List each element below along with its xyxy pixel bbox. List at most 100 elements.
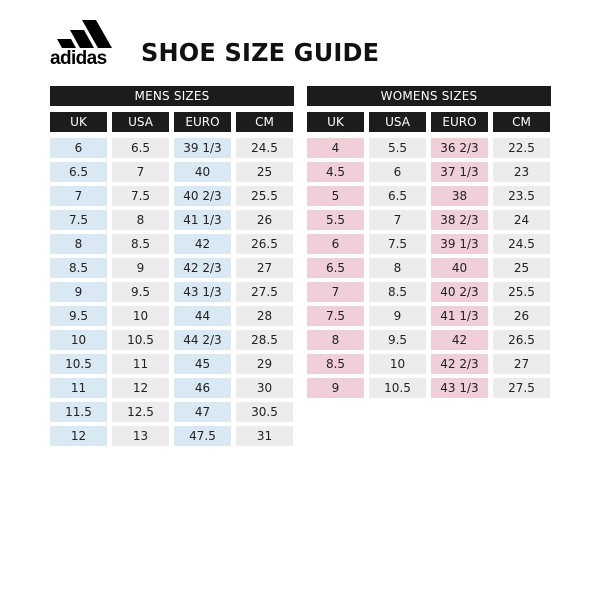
mens-size-cell-euro: 47.5 (174, 426, 231, 446)
womens-size-cell-euro: 41 1/3 (431, 306, 488, 326)
mens-size-cell-cm: 28 (236, 306, 293, 326)
womens-size-cell-usa: 6 (369, 162, 426, 182)
mens-size-cell-uk: 11 (50, 378, 107, 398)
mens-size-cell-uk: 11.5 (50, 402, 107, 422)
mens-size-cell-cm: 27 (236, 258, 293, 278)
mens-size-cell-uk: 9.5 (50, 306, 107, 326)
mens-column-header-cm: CM (236, 112, 293, 132)
mens-size-cell-usa: 8 (112, 210, 169, 230)
womens-size-cell-cm: 23 (493, 162, 550, 182)
mens-size-cell-cm: 26.5 (236, 234, 293, 254)
mens-size-cell-cm: 25.5 (236, 186, 293, 206)
womens-size-cell-cm: 25.5 (493, 282, 550, 302)
mens-size-cell-usa: 7.5 (112, 186, 169, 206)
womens-size-cell-euro: 37 1/3 (431, 162, 488, 182)
mens-size-cell-euro: 39 1/3 (174, 138, 231, 158)
mens-size-cell-euro: 46 (174, 378, 231, 398)
mens-size-cell-uk: 10 (50, 330, 107, 350)
mens-table-title: MENS SIZES (50, 86, 294, 106)
womens-size-cell-cm: 24.5 (493, 234, 550, 254)
womens-size-cell-uk: 6 (307, 234, 364, 254)
womens-column-header-usa: USA (369, 112, 426, 132)
womens-size-cell-uk: 5.5 (307, 210, 364, 230)
womens-size-table: WOMENS SIZES UK USA EURO CM 4 5.5 36 2/3 22.5 4.… (307, 86, 551, 398)
mens-size-cell-cm: 24.5 (236, 138, 293, 158)
mens-size-cell-uk: 8 (50, 234, 107, 254)
mens-size-cell-uk: 9 (50, 282, 107, 302)
mens-size-cell-usa: 12.5 (112, 402, 169, 422)
mens-size-cell-cm: 29 (236, 354, 293, 374)
mens-size-cell-usa: 6.5 (112, 138, 169, 158)
womens-size-cell-uk: 4 (307, 138, 364, 158)
mens-size-cell-uk: 7 (50, 186, 107, 206)
mens-size-grid: UK USA EURO CM 6 6.5 39 1/3 24.5 6.5 7 40 25 7 7.5 40 … (50, 112, 294, 446)
mens-size-cell-euro: 40 (174, 162, 231, 182)
mens-size-cell-uk: 7.5 (50, 210, 107, 230)
mens-size-cell-euro: 42 (174, 234, 231, 254)
mens-size-cell-usa: 12 (112, 378, 169, 398)
mens-size-cell-euro: 45 (174, 354, 231, 374)
womens-size-cell-usa: 10.5 (369, 378, 426, 398)
mens-size-cell-euro: 41 1/3 (174, 210, 231, 230)
mens-column-header-usa: USA (112, 112, 169, 132)
mens-size-cell-cm: 28.5 (236, 330, 293, 350)
womens-size-cell-usa: 10 (369, 354, 426, 374)
mens-size-cell-cm: 26 (236, 210, 293, 230)
mens-size-cell-uk: 8.5 (50, 258, 107, 278)
womens-size-cell-uk: 6.5 (307, 258, 364, 278)
womens-size-cell-usa: 5.5 (369, 138, 426, 158)
mens-size-cell-euro: 43 1/3 (174, 282, 231, 302)
womens-size-cell-usa: 9 (369, 306, 426, 326)
mens-column-header-uk: UK (50, 112, 107, 132)
womens-size-cell-uk: 8.5 (307, 354, 364, 374)
womens-size-cell-uk: 8 (307, 330, 364, 350)
womens-size-cell-euro: 40 2/3 (431, 282, 488, 302)
womens-size-cell-uk: 9 (307, 378, 364, 398)
mens-size-cell-usa: 7 (112, 162, 169, 182)
mens-size-cell-uk: 6 (50, 138, 107, 158)
adidas-three-stripes-icon (57, 20, 112, 48)
mens-size-cell-cm: 27.5 (236, 282, 293, 302)
womens-column-header-uk: UK (307, 112, 364, 132)
womens-size-cell-euro: 43 1/3 (431, 378, 488, 398)
womens-size-cell-usa: 8 (369, 258, 426, 278)
mens-size-cell-euro: 44 (174, 306, 231, 326)
mens-size-cell-usa: 8.5 (112, 234, 169, 254)
womens-size-cell-usa: 7 (369, 210, 426, 230)
adidas-logo: adidas (50, 14, 130, 69)
mens-size-cell-cm: 31 (236, 426, 293, 446)
mens-size-table: MENS SIZES UK USA EURO CM 6 6.5 39 1/3 24.5 6.5 7… (50, 86, 294, 446)
womens-size-cell-euro: 36 2/3 (431, 138, 488, 158)
mens-size-cell-euro: 40 2/3 (174, 186, 231, 206)
womens-size-cell-cm: 27 (493, 354, 550, 374)
mens-size-cell-usa: 10 (112, 306, 169, 326)
mens-size-cell-cm: 30.5 (236, 402, 293, 422)
womens-size-cell-usa: 9.5 (369, 330, 426, 350)
womens-table-title: WOMENS SIZES (307, 86, 551, 106)
womens-size-cell-uk: 5 (307, 186, 364, 206)
womens-size-cell-uk: 7.5 (307, 306, 364, 326)
mens-size-cell-usa: 9 (112, 258, 169, 278)
mens-column-header-euro: EURO (174, 112, 231, 132)
mens-size-cell-euro: 42 2/3 (174, 258, 231, 278)
womens-size-cell-cm: 25 (493, 258, 550, 278)
mens-size-cell-cm: 25 (236, 162, 293, 182)
womens-column-header-euro: EURO (431, 112, 488, 132)
womens-size-cell-euro: 42 (431, 330, 488, 350)
womens-size-cell-cm: 23.5 (493, 186, 550, 206)
womens-size-cell-euro: 38 2/3 (431, 210, 488, 230)
womens-size-cell-cm: 22.5 (493, 138, 550, 158)
mens-size-cell-cm: 30 (236, 378, 293, 398)
womens-size-cell-usa: 8.5 (369, 282, 426, 302)
mens-size-cell-euro: 44 2/3 (174, 330, 231, 350)
page-title: SHOE SIZE GUIDE (141, 38, 380, 67)
womens-size-cell-usa: 7.5 (369, 234, 426, 254)
womens-size-cell-euro: 39 1/3 (431, 234, 488, 254)
womens-size-cell-euro: 40 (431, 258, 488, 278)
mens-size-cell-usa: 13 (112, 426, 169, 446)
womens-size-cell-euro: 38 (431, 186, 488, 206)
womens-column-header-cm: CM (493, 112, 550, 132)
logo-wordmark: adidas (50, 48, 107, 69)
womens-size-cell-cm: 24 (493, 210, 550, 230)
mens-size-cell-uk: 6.5 (50, 162, 107, 182)
